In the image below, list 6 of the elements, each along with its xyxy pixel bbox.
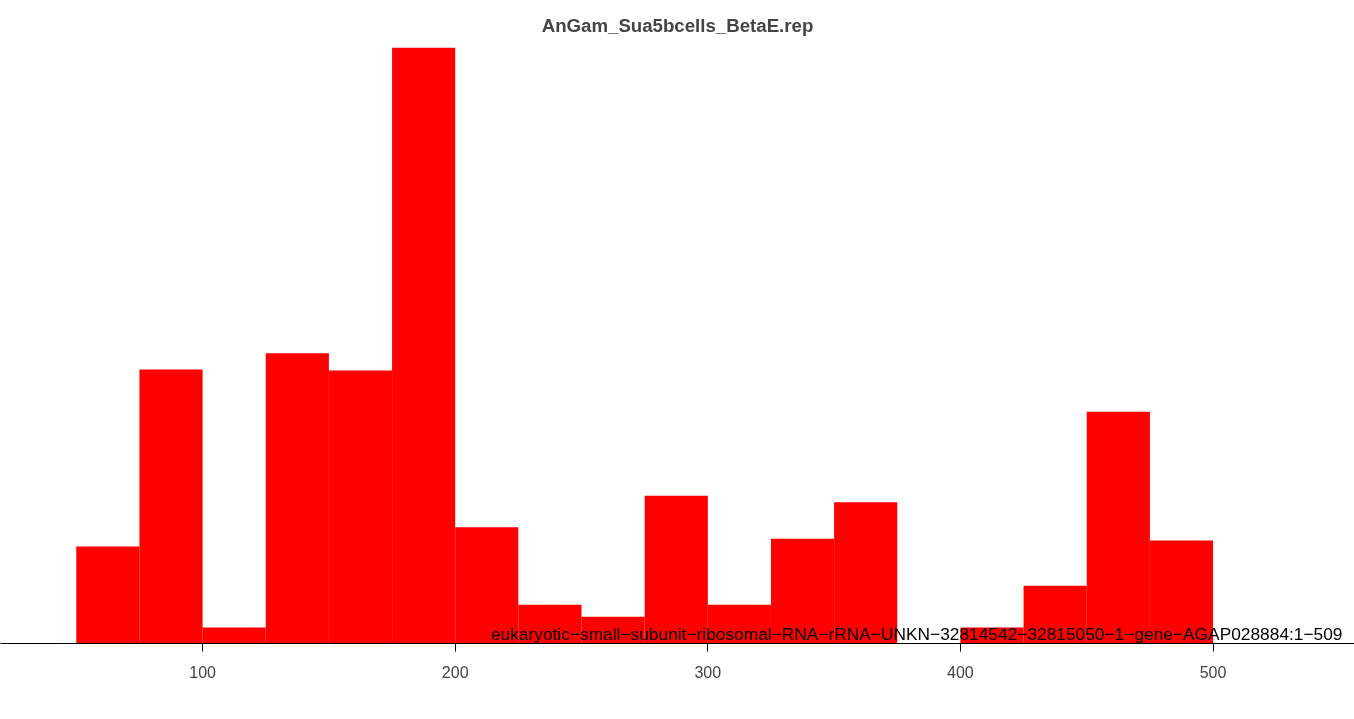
chart-title: AnGam_Sua5bcells_BetaE.rep xyxy=(541,14,814,36)
x-tick-label: 200 xyxy=(441,663,469,681)
x-tick-label: 100 xyxy=(189,663,217,681)
x-tick-label: 500 xyxy=(1199,663,1227,681)
x-tick-label: 300 xyxy=(694,663,722,681)
x-tick-label: 400 xyxy=(947,663,974,681)
